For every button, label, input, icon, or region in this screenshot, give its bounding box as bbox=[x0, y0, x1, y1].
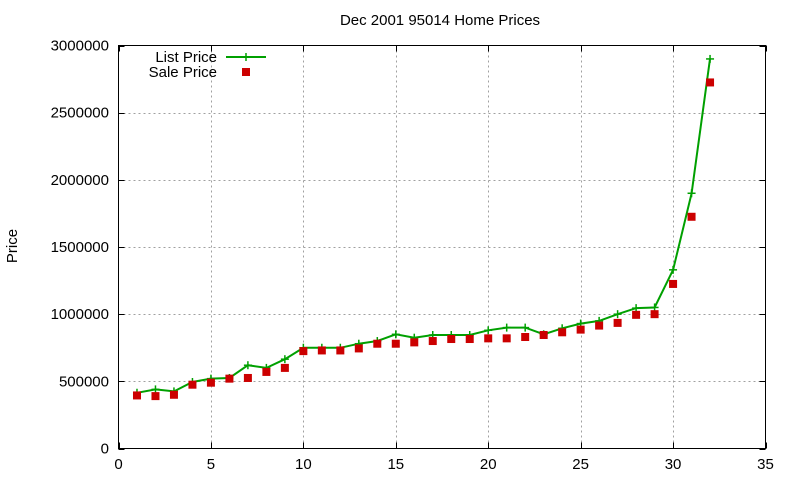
data-point-sale-price bbox=[447, 335, 456, 344]
data-point-sale-price bbox=[391, 339, 400, 348]
data-point-sale-price bbox=[317, 346, 326, 355]
legend-label-sale-price: Sale Price bbox=[149, 64, 217, 81]
data-point-sale-price bbox=[706, 78, 715, 87]
chart-title: Dec 2001 95014 Home Prices bbox=[340, 12, 540, 29]
data-point-sale-price bbox=[188, 380, 197, 389]
data-point-list-price bbox=[521, 323, 530, 332]
data-point-sale-price bbox=[225, 374, 234, 383]
data-point-sale-price bbox=[169, 390, 178, 399]
data-point-sale-price bbox=[558, 328, 567, 337]
axis-ticks: 0 5 10 15 20 25 30 35 0 500000 1000000 1500000 20000… bbox=[51, 38, 774, 474]
series-sale-price bbox=[132, 78, 715, 401]
x-tick-label: 10 bbox=[295, 456, 312, 473]
data-point-sale-price bbox=[280, 363, 289, 372]
data-point-sale-price bbox=[687, 212, 696, 221]
data-point-sale-price bbox=[613, 318, 622, 327]
plot-frame bbox=[118, 45, 766, 449]
data-point-sale-price bbox=[410, 338, 419, 347]
data-point-sale-price bbox=[465, 335, 474, 344]
data-point-sale-price bbox=[521, 333, 530, 342]
data-point-sale-price bbox=[595, 321, 604, 330]
y-tick-label: 3000000 bbox=[51, 38, 109, 55]
data-point-list-price bbox=[706, 54, 715, 63]
data-point-sale-price bbox=[539, 330, 548, 339]
data-point-sale-price bbox=[206, 378, 215, 387]
data-point-sale-price bbox=[502, 334, 511, 343]
y-tick-label: 2500000 bbox=[51, 105, 109, 122]
y-tick-label: 1500000 bbox=[51, 239, 109, 256]
data-point-list-price bbox=[687, 189, 696, 198]
data-point-sale-price bbox=[336, 346, 345, 355]
data-point-list-price bbox=[151, 385, 160, 394]
data-point-sale-price bbox=[576, 325, 585, 334]
data-point-list-price bbox=[650, 303, 659, 312]
data-point-sale-price bbox=[151, 392, 160, 401]
series-layer bbox=[132, 54, 715, 401]
y-tick-label: 2000000 bbox=[51, 172, 109, 189]
y-axis-label: Price bbox=[4, 229, 21, 263]
data-point-sale-price bbox=[484, 334, 493, 343]
x-tick-label: 20 bbox=[480, 456, 497, 473]
data-point-sale-price bbox=[262, 367, 271, 376]
data-point-list-price bbox=[484, 326, 493, 335]
x-tick-label: 0 bbox=[114, 456, 122, 473]
data-point-sale-price bbox=[299, 347, 308, 356]
data-point-sale-price bbox=[132, 391, 141, 400]
data-point-list-price bbox=[502, 323, 511, 332]
x-tick-label: 30 bbox=[665, 456, 682, 473]
data-point-sale-price bbox=[354, 344, 363, 353]
data-point-list-price bbox=[632, 304, 641, 313]
y-tick-label: 0 bbox=[101, 441, 109, 458]
data-point-list-price bbox=[391, 330, 400, 339]
legend-label-list-price: List Price bbox=[155, 49, 217, 66]
data-point-list-price bbox=[243, 361, 252, 370]
data-point-list-price bbox=[669, 265, 678, 274]
data-point-list-price bbox=[280, 355, 289, 364]
data-point-list-price bbox=[613, 310, 622, 319]
series-list-price bbox=[132, 54, 715, 397]
x-tick-label: 35 bbox=[757, 456, 774, 473]
data-point-sale-price bbox=[650, 310, 659, 319]
data-point-sale-price bbox=[428, 337, 437, 346]
x-tick-label: 5 bbox=[207, 456, 215, 473]
legend-marker-list-price bbox=[242, 53, 250, 61]
y-tick-label: 500000 bbox=[59, 373, 109, 390]
data-point-sale-price bbox=[669, 279, 678, 288]
legend-marker-sale-price bbox=[242, 68, 250, 76]
data-point-sale-price bbox=[373, 339, 382, 348]
grid bbox=[118, 45, 766, 449]
data-point-sale-price bbox=[243, 373, 252, 382]
x-tick-label: 25 bbox=[572, 456, 589, 473]
x-tick-label: 15 bbox=[387, 456, 404, 473]
data-point-sale-price bbox=[632, 310, 641, 319]
series-line-list-price bbox=[136, 58, 711, 394]
y-tick-label: 1000000 bbox=[51, 306, 109, 323]
